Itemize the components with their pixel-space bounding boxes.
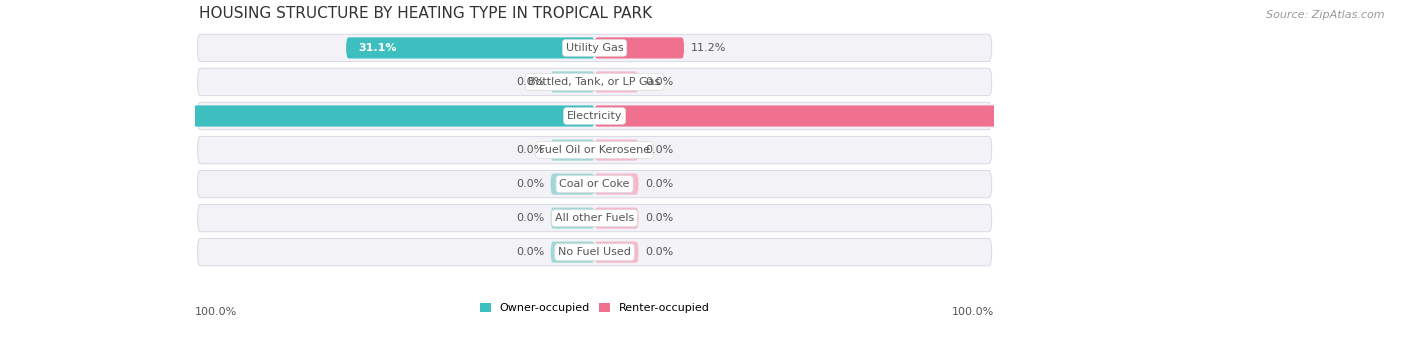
Text: 31.1%: 31.1% — [359, 43, 396, 53]
Text: No Fuel Used: No Fuel Used — [558, 247, 631, 257]
FancyBboxPatch shape — [44, 105, 595, 127]
FancyBboxPatch shape — [595, 208, 638, 229]
FancyBboxPatch shape — [595, 71, 638, 92]
FancyBboxPatch shape — [198, 238, 991, 266]
Text: 0.0%: 0.0% — [645, 145, 673, 155]
Text: 0.0%: 0.0% — [516, 213, 544, 223]
Text: Coal or Coke: Coal or Coke — [560, 179, 630, 189]
Text: 100.0%: 100.0% — [195, 307, 238, 316]
FancyBboxPatch shape — [198, 34, 991, 61]
Text: 0.0%: 0.0% — [645, 179, 673, 189]
Text: All other Fuels: All other Fuels — [555, 213, 634, 223]
FancyBboxPatch shape — [198, 136, 991, 164]
Text: Bottled, Tank, or LP Gas: Bottled, Tank, or LP Gas — [529, 77, 661, 87]
Text: 0.0%: 0.0% — [645, 77, 673, 87]
Text: 0.0%: 0.0% — [516, 247, 544, 257]
Text: 11.2%: 11.2% — [690, 43, 725, 53]
Text: Utility Gas: Utility Gas — [565, 43, 623, 53]
Text: 0.0%: 0.0% — [516, 179, 544, 189]
Text: 0.0%: 0.0% — [645, 213, 673, 223]
Text: Fuel Oil or Kerosene: Fuel Oil or Kerosene — [538, 145, 650, 155]
Text: 0.0%: 0.0% — [516, 77, 544, 87]
Text: 0.0%: 0.0% — [516, 145, 544, 155]
FancyBboxPatch shape — [595, 105, 1303, 127]
FancyBboxPatch shape — [595, 241, 638, 263]
Text: Electricity: Electricity — [567, 111, 623, 121]
FancyBboxPatch shape — [198, 102, 991, 130]
Text: HOUSING STRUCTURE BY HEATING TYPE IN TROPICAL PARK: HOUSING STRUCTURE BY HEATING TYPE IN TRO… — [200, 6, 652, 21]
FancyBboxPatch shape — [551, 208, 595, 229]
FancyBboxPatch shape — [551, 139, 595, 161]
FancyBboxPatch shape — [551, 241, 595, 263]
Text: 100.0%: 100.0% — [952, 307, 994, 316]
FancyBboxPatch shape — [198, 205, 991, 232]
Text: 68.9%: 68.9% — [56, 111, 96, 121]
FancyBboxPatch shape — [551, 174, 595, 195]
FancyBboxPatch shape — [198, 170, 991, 198]
FancyBboxPatch shape — [595, 174, 638, 195]
FancyBboxPatch shape — [198, 68, 991, 95]
FancyBboxPatch shape — [595, 38, 685, 58]
FancyBboxPatch shape — [595, 139, 638, 161]
Legend: Owner-occupied, Renter-occupied: Owner-occupied, Renter-occupied — [479, 303, 710, 313]
Text: Source: ZipAtlas.com: Source: ZipAtlas.com — [1267, 10, 1385, 20]
Text: 0.0%: 0.0% — [645, 247, 673, 257]
Text: 88.8%: 88.8% — [1253, 111, 1292, 121]
FancyBboxPatch shape — [551, 71, 595, 92]
FancyBboxPatch shape — [346, 38, 595, 58]
